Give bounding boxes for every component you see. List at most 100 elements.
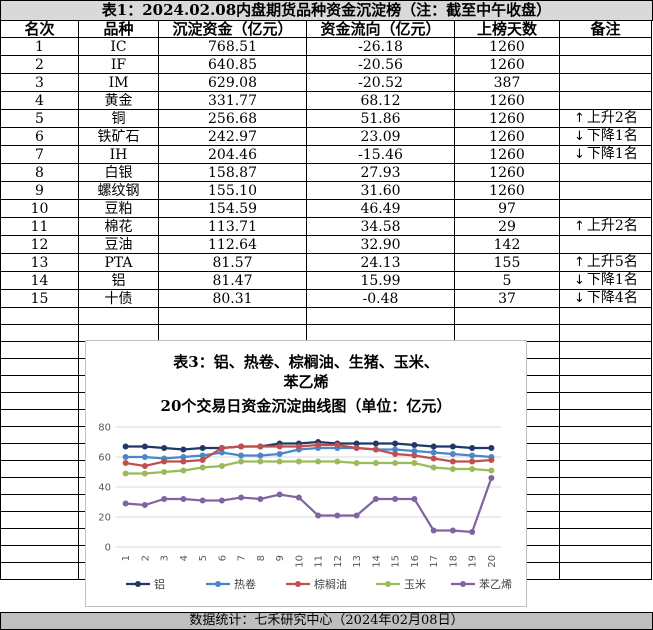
series-point (353, 460, 360, 466)
cell-amount: 768.51 (158, 37, 307, 56)
empty-cell (559, 426, 652, 444)
series-point (372, 496, 379, 502)
cell-note: ↑ 上升5名 (559, 253, 652, 272)
rank-change-text: 下降4名 (586, 290, 638, 307)
empty-cell (559, 375, 652, 393)
series-point (276, 443, 283, 450)
table-row: 15 十债 80.31 -0.48 37 ↓ 下降4名 (0, 289, 652, 308)
cell-name: 螺纹钢 (78, 181, 159, 200)
series-point (411, 496, 418, 502)
cell-flow: -0.48 (306, 289, 455, 308)
cell-name: 铜 (78, 109, 159, 128)
x-tick-label: 1 (121, 555, 132, 561)
cell-name: PTA (78, 253, 159, 272)
x-tick-label: 2 (140, 555, 151, 561)
cell-amount: 113.71 (158, 217, 307, 236)
cell-days: 1260 (454, 109, 560, 128)
y-tick-label: 80 (98, 423, 111, 434)
series-point (334, 458, 341, 465)
cell-name: 铁矿石 (78, 127, 159, 146)
cell-days: 155 (454, 253, 560, 272)
series-point (180, 467, 187, 474)
y-tick-label: 0 (105, 543, 111, 554)
cell-note: ↓ 下降1名 (559, 127, 652, 146)
cell-flow: -20.52 (306, 73, 455, 92)
cell-days: 1260 (454, 37, 560, 56)
cell-amount: 155.10 (158, 181, 307, 200)
cell-days: 1260 (454, 91, 560, 110)
cell-amount: 154.59 (158, 199, 307, 218)
series-point (334, 512, 341, 519)
cell-days: 387 (454, 73, 560, 92)
cell-name: 豆粕 (78, 199, 159, 218)
cell-amount: 256.68 (158, 109, 307, 128)
rank-change-arrow-icon: ↓ (574, 273, 585, 288)
cell-note (559, 163, 652, 182)
cell-name: 豆油 (78, 235, 159, 254)
series-point (488, 475, 495, 481)
cell-rank: 11 (0, 217, 79, 236)
legend-marker (295, 581, 301, 587)
x-tick-label: 16 (410, 555, 421, 568)
series-point (199, 445, 206, 451)
cell-rank: 15 (0, 289, 79, 308)
x-tick-label: 18 (448, 555, 459, 568)
series-point (469, 466, 476, 472)
cell-amount: 158.87 (158, 163, 307, 182)
series-point (122, 500, 129, 507)
legend-label: 热卷 (234, 577, 256, 591)
series-point (392, 460, 399, 466)
cell-name: IC (78, 37, 159, 56)
series-point (449, 466, 456, 472)
table-row: 9 螺纹钢 155.10 31.60 1260 (0, 181, 652, 200)
cell-days: 1260 (454, 55, 560, 74)
cell-note: ↓ 下降4名 (559, 289, 652, 308)
series-point (238, 458, 245, 465)
cell-flow: -26.18 (306, 37, 455, 56)
cell-amount: 640.85 (158, 55, 307, 74)
series-point (411, 448, 418, 454)
x-tick-label: 7 (237, 555, 248, 561)
x-tick-label: 12 (333, 555, 344, 568)
y-tick-label: 40 (98, 483, 111, 494)
cell-flow: 23.09 (306, 127, 455, 146)
column-header: 上榜天数 (454, 20, 560, 38)
empty-cell (306, 307, 455, 325)
rank-change-text: 上升2名 (586, 110, 638, 127)
empty-cell (559, 545, 652, 563)
cell-days: 1260 (454, 127, 560, 146)
ranking-table: 名次 品种 沉淀资金（亿元） 资金流向（亿元） 上榜天数 备注 1 IC 768.51 -26.1… (0, 20, 652, 580)
cell-rank: 3 (0, 73, 79, 92)
cell-name: 棉花 (78, 217, 159, 236)
series-point (449, 451, 456, 457)
empty-cell (559, 562, 652, 580)
series-point (469, 529, 476, 535)
table-row: 2 IF 640.85 -20.56 1260 (0, 55, 652, 74)
cell-note: ↑ 上升2名 (559, 217, 652, 236)
empty-cell (559, 307, 652, 325)
rank-change-arrow-icon: ↑ (574, 111, 585, 126)
empty-cell (559, 511, 652, 529)
cell-flow: 15.99 (306, 271, 455, 290)
empty-cell (78, 307, 159, 325)
empty-cell (559, 392, 652, 410)
cell-name: 黄金 (78, 91, 159, 110)
series-point (180, 446, 187, 453)
series-point (122, 443, 129, 450)
series-point (141, 443, 148, 450)
empty-cell (0, 528, 79, 546)
empty-cell (306, 324, 455, 342)
cell-amount: 81.47 (158, 271, 307, 290)
cell-note: ↑ 上升2名 (559, 109, 652, 128)
x-tick-label: 9 (275, 555, 286, 561)
cell-note (559, 91, 652, 110)
empty-cell (0, 358, 79, 376)
y-tick-label: 60 (98, 453, 111, 464)
rank-change-arrow-icon: ↓ (574, 147, 585, 162)
rank-change-text: 上升5名 (586, 254, 638, 271)
series-point (295, 494, 302, 501)
cell-rank: 1 (0, 37, 79, 56)
table-row: 8 白银 158.87 27.93 1260 (0, 163, 652, 182)
series-point (449, 443, 456, 450)
series-point (122, 470, 129, 477)
